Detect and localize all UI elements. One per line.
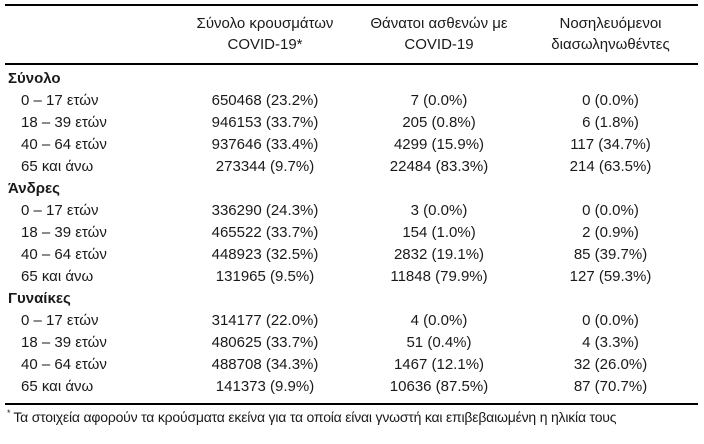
intubated-value: 6 (1.8%) [582, 114, 639, 131]
deaths-value: 2832 (19.1%) [393, 246, 485, 263]
cases-value: 273344 (9.7%) [215, 158, 315, 175]
table-row: 18 – 39 ετών 465522 (33.7%) 154 (1.0%) 2… [5, 222, 698, 244]
section-header-total: Σύνολο [5, 68, 698, 90]
table-header-row: Σύνολο κρουσμάτων COVID-19* Θάνατοι ασθε… [5, 6, 698, 65]
deaths-value: 51 (0.4%) [406, 334, 472, 351]
age-label: 18 – 39 ετών [21, 114, 107, 131]
column-header-cases: Σύνολο κρουσμάτων COVID-19* [175, 13, 355, 55]
deaths-value: 205 (0.8%) [402, 114, 476, 131]
intubated-value: 0 (0.0%) [582, 92, 639, 109]
intubated-value: 87 (70.7%) [573, 378, 648, 395]
intubated-value: 2 (0.9%) [582, 224, 639, 241]
cases-value: 314177 (22.0%) [211, 312, 319, 329]
age-label: 0 – 17 ετών [21, 202, 99, 219]
table-row: 65 και άνω 273344 (9.7%) 22484 (83.3%) 2… [5, 156, 698, 178]
age-label: 0 – 17 ετών [21, 92, 99, 109]
deaths-value: 154 (1.0%) [402, 224, 476, 241]
cases-value: 480625 (33.7%) [211, 334, 319, 351]
column-header-deaths: Θάνατοι ασθενών με COVID-19 [355, 13, 523, 55]
deaths-value: 11848 (79.9%) [390, 268, 488, 285]
cases-value: 336290 (24.3%) [211, 202, 319, 219]
column-header-intubated-line1: Νοσηλευόμενοι [559, 15, 662, 32]
intubated-value: 214 (63.5%) [569, 158, 652, 175]
table-row: 18 – 39 ετών 480625 (33.7%) 51 (0.4%) 4 … [5, 332, 698, 354]
table-row: 18 – 39 ετών 946153 (33.7%) 205 (0.8%) 6… [5, 112, 698, 134]
section-label: Άνδρες [8, 180, 60, 197]
column-header-intubated: Νοσηλευόμενοι διασωληνωθέντες [523, 13, 698, 55]
age-label: 0 – 17 ετών [21, 312, 99, 329]
table-body: Σύνολο 0 – 17 ετών 650468 (23.2%) 7 (0.0… [5, 65, 698, 405]
age-label: 65 και άνω [21, 158, 94, 175]
table-row: 40 – 64 ετών 937646 (33.4%) 4299 (15.9%)… [5, 134, 698, 156]
section-label: Σύνολο [8, 70, 61, 87]
table-row: 0 – 17 ετών 314177 (22.0%) 4 (0.0%) 0 (0… [5, 310, 698, 332]
intubated-value: 117 (34.7%) [570, 136, 651, 153]
deaths-value: 1467 (12.1%) [393, 356, 485, 373]
age-label: 18 – 39 ετών [21, 224, 107, 241]
intubated-value: 85 (39.7%) [573, 246, 648, 263]
deaths-value: 22484 (83.3%) [389, 158, 489, 175]
section-header-men: Άνδρες [5, 178, 698, 200]
intubated-value: 0 (0.0%) [582, 202, 639, 219]
table-row: 40 – 64 ετών 488708 (34.3%) 1467 (12.1%)… [5, 354, 698, 376]
cases-value: 488708 (34.3%) [211, 356, 319, 373]
intubated-value: 0 (0.0%) [582, 312, 639, 329]
deaths-value: 10636 (87.5%) [389, 378, 489, 395]
cases-value: 141373 (9.9%) [215, 378, 315, 395]
cases-value: 650468 (23.2%) [211, 92, 319, 109]
column-header-intubated-line2: διασωληνωθέντες [551, 36, 670, 53]
table-row: 40 – 64 ετών 448923 (32.5%) 2832 (19.1%)… [5, 244, 698, 266]
age-label: 18 – 39 ετών [21, 334, 107, 351]
age-label: 40 – 64 ετών [21, 136, 107, 153]
column-header-deaths-line1: Θάνατοι ασθενών με [370, 15, 508, 32]
covid-statistics-report: Σύνολο κρουσμάτων COVID-19* Θάνατοι ασθε… [5, 4, 698, 427]
footnote-marker: * [7, 408, 11, 419]
table-row: 0 – 17 ετών 336290 (24.3%) 3 (0.0%) 0 (0… [5, 200, 698, 222]
deaths-value: 4299 (15.9%) [393, 136, 485, 153]
age-label: 65 και άνω [21, 378, 94, 395]
statistics-table: Σύνολο κρουσμάτων COVID-19* Θάνατοι ασθε… [5, 4, 698, 405]
age-label: 40 – 64 ετών [21, 356, 107, 373]
cases-value: 465522 (33.7%) [211, 224, 319, 241]
cases-value: 131965 (9.5%) [215, 268, 315, 285]
table-row: 65 και άνω 141373 (9.9%) 10636 (87.5%) 8… [5, 376, 698, 398]
intubated-value: 4 (3.3%) [582, 334, 639, 351]
deaths-value: 3 (0.0%) [410, 202, 468, 219]
deaths-value: 7 (0.0%) [410, 92, 468, 109]
table-row: 65 και άνω 131965 (9.5%) 11848 (79.9%) 1… [5, 266, 698, 288]
cases-value: 448923 (32.5%) [211, 246, 319, 263]
column-header-cases-line1: Σύνολο κρουσμάτων [196, 15, 334, 32]
cases-value: 937646 (33.4%) [211, 136, 319, 153]
intubated-value: 32 (26.0%) [573, 356, 648, 373]
age-label: 40 – 64 ετών [21, 246, 107, 263]
section-header-women: Γυναίκες [5, 288, 698, 310]
section-label: Γυναίκες [8, 290, 71, 307]
footnote-text: Τα στοιχεία αφορούν τα κρούσματα εκείνα … [13, 409, 617, 425]
table-row: 0 – 17 ετών 650468 (23.2%) 7 (0.0%) 0 (0… [5, 90, 698, 112]
deaths-value: 4 (0.0%) [410, 312, 468, 329]
intubated-value: 127 (59.3%) [569, 268, 652, 285]
cases-value: 946153 (33.7%) [211, 114, 319, 131]
age-label: 65 και άνω [21, 268, 94, 285]
footnote: * Τα στοιχεία αφορούν τα κρούσματα εκείνα… [5, 407, 698, 427]
column-header-deaths-line2: COVID-19 [404, 36, 474, 53]
column-header-cases-line2: COVID-19* [227, 36, 303, 53]
